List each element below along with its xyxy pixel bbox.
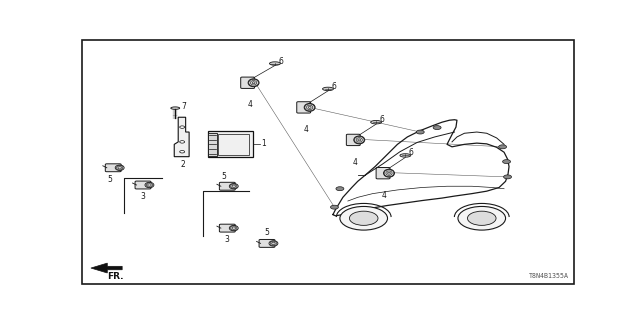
Circle shape [349,211,378,225]
Ellipse shape [304,103,315,111]
Ellipse shape [383,169,394,177]
Text: 5: 5 [264,228,269,236]
Polygon shape [174,117,189,157]
Circle shape [458,206,506,230]
Text: 4: 4 [247,100,252,109]
Circle shape [180,141,185,143]
Text: 6: 6 [409,148,413,157]
Ellipse shape [229,184,238,189]
FancyBboxPatch shape [241,77,255,88]
Text: 5: 5 [107,175,112,184]
Ellipse shape [171,107,180,109]
Circle shape [340,206,388,230]
Circle shape [502,160,511,164]
Ellipse shape [269,241,278,246]
Text: 7: 7 [181,102,186,111]
FancyBboxPatch shape [135,181,151,189]
Text: FR.: FR. [108,272,124,281]
Ellipse shape [145,182,154,188]
Polygon shape [91,263,122,273]
Ellipse shape [115,165,124,171]
Circle shape [180,126,185,128]
Ellipse shape [323,87,333,91]
Circle shape [330,205,339,209]
Text: 3: 3 [140,192,145,201]
FancyBboxPatch shape [376,167,390,179]
Text: 1: 1 [262,139,266,148]
FancyBboxPatch shape [106,164,121,172]
Text: 5: 5 [221,172,226,181]
Ellipse shape [354,136,365,144]
Circle shape [336,187,344,191]
Polygon shape [333,120,509,216]
Text: T8N4B1355A: T8N4B1355A [529,273,568,279]
Text: 4: 4 [353,158,357,167]
FancyBboxPatch shape [259,239,275,247]
FancyBboxPatch shape [297,102,310,113]
FancyBboxPatch shape [346,134,360,146]
Text: 6: 6 [278,57,284,66]
Ellipse shape [400,154,411,157]
Circle shape [180,150,185,153]
Ellipse shape [269,62,280,65]
Text: 6: 6 [332,82,337,91]
Circle shape [467,211,496,225]
FancyBboxPatch shape [220,224,236,232]
Text: 6: 6 [380,115,385,124]
FancyBboxPatch shape [220,182,236,190]
Ellipse shape [371,120,381,124]
Text: 4: 4 [382,191,387,200]
Bar [208,132,253,157]
Text: 2: 2 [180,160,186,169]
Circle shape [499,145,507,149]
Circle shape [433,126,441,130]
Bar [218,134,249,155]
Circle shape [416,130,424,134]
Text: 3: 3 [225,235,229,244]
Text: 4: 4 [303,125,308,134]
Ellipse shape [248,79,259,87]
Circle shape [504,175,511,179]
Bar [208,133,217,156]
Ellipse shape [229,225,238,231]
